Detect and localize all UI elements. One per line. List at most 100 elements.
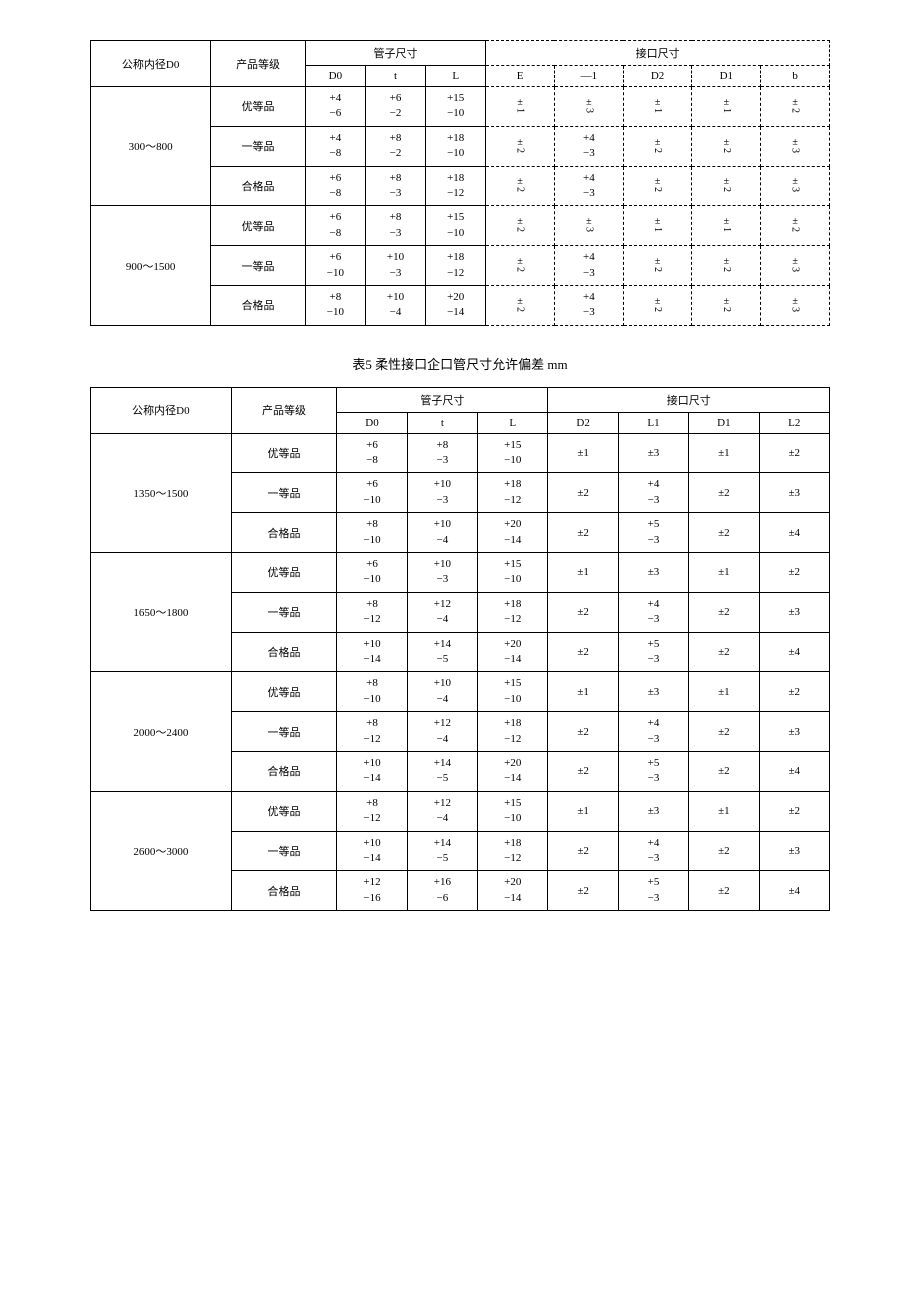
hdr-dn: 公称内径D0 — [91, 41, 211, 87]
cell-d2: ±2 — [548, 513, 618, 553]
table2-body: 1350～1500优等品+6−8+8−3+15−10±1±3±1±2一等品+6−… — [91, 433, 830, 910]
cell-l1: ±3 — [618, 553, 688, 593]
sub-m1: —1 — [554, 66, 623, 87]
cell-c5: ±2 — [761, 206, 830, 246]
cell-L: +15−10 — [478, 553, 548, 593]
cell-l1: ±3 — [618, 791, 688, 831]
cell-dn: 900～1500 — [91, 206, 211, 325]
cell-c2: +4−3 — [554, 126, 623, 166]
cell-c3: ±1 — [623, 87, 692, 127]
cell-t: +10−3 — [407, 553, 477, 593]
cell-grade: 优等品 — [211, 87, 306, 127]
sub-e: E — [486, 66, 555, 87]
hdr2-joint: 接口尺寸 — [548, 387, 830, 412]
cell-d2: ±2 — [548, 592, 618, 632]
hdr2-dn: 公称内径D0 — [91, 387, 232, 433]
cell-d0: +6−10 — [337, 553, 407, 593]
cell-d2: ±2 — [548, 751, 618, 791]
cell-d2: ±1 — [548, 791, 618, 831]
cell-grade: 优等品 — [231, 672, 337, 712]
cell-t: +8−2 — [365, 126, 425, 166]
cell-l1: ±3 — [618, 433, 688, 473]
cell-l2: ±3 — [759, 592, 829, 632]
cell-L: +20−14 — [426, 285, 486, 325]
cell-d2: ±2 — [548, 831, 618, 871]
cell-t: +8−3 — [407, 433, 477, 473]
table-row: 1350～1500优等品+6−8+8−3+15−10±1±3±1±2 — [91, 433, 830, 473]
cell-d1: ±2 — [689, 751, 759, 791]
cell-d1: ±1 — [689, 791, 759, 831]
cell-d2: ±2 — [548, 473, 618, 513]
cell-grade: 合格品 — [231, 751, 337, 791]
cell-l1: +5−3 — [618, 632, 688, 672]
cell-t: +10−4 — [407, 513, 477, 553]
cell-c4: ±1 — [692, 87, 761, 127]
cell-c1: ±2 — [486, 206, 555, 246]
cell-t: +14−5 — [407, 632, 477, 672]
cell-c1: ±2 — [486, 126, 555, 166]
cell-d1: ±1 — [689, 672, 759, 712]
cell-t: +12−4 — [407, 592, 477, 632]
cell-t: +6−2 — [365, 87, 425, 127]
cell-t: +8−3 — [365, 206, 425, 246]
cell-c5: ±2 — [761, 87, 830, 127]
cell-L: +15−10 — [478, 672, 548, 712]
cell-c1: ±2 — [486, 166, 555, 206]
cell-l2: ±4 — [759, 751, 829, 791]
cell-c3: ±2 — [623, 285, 692, 325]
hdr2-pipe: 管子尺寸 — [337, 387, 548, 412]
cell-d2: ±2 — [548, 632, 618, 672]
cell-l1: +4−3 — [618, 473, 688, 513]
cell-c5: ±3 — [761, 285, 830, 325]
cell-c2: +4−3 — [554, 285, 623, 325]
cell-grade: 优等品 — [231, 553, 337, 593]
cell-L: +18−12 — [478, 592, 548, 632]
cell-d0: +8−10 — [337, 513, 407, 553]
cell-grade: 一等品 — [231, 473, 337, 513]
cell-l2: ±2 — [759, 672, 829, 712]
cell-c1: ±2 — [486, 246, 555, 286]
cell-l1: +4−3 — [618, 592, 688, 632]
table1-head: 公称内径D0 产品等级 管子尺寸 接口尺寸 D0 t L E —1 D2 D1 … — [91, 41, 830, 87]
cell-l2: ±4 — [759, 513, 829, 553]
cell-l2: ±3 — [759, 712, 829, 752]
cell-L: +18−12 — [426, 166, 486, 206]
cell-L: +20−14 — [478, 513, 548, 553]
cell-L: +20−14 — [478, 871, 548, 911]
cell-c5: ±3 — [761, 126, 830, 166]
cell-c4: ±2 — [692, 285, 761, 325]
cell-d1: ±2 — [689, 831, 759, 871]
cell-L: +15−10 — [426, 206, 486, 246]
cell-c5: ±3 — [761, 166, 830, 206]
cell-l2: ±4 — [759, 871, 829, 911]
cell-t: +14−5 — [407, 751, 477, 791]
cell-t: +10−3 — [407, 473, 477, 513]
cell-l2: ±3 — [759, 473, 829, 513]
sub-t: t — [365, 66, 425, 87]
sub2-d1: D1 — [689, 412, 759, 433]
cell-grade: 一等品 — [211, 246, 306, 286]
cell-l1: +5−3 — [618, 871, 688, 911]
cell-L: +15−10 — [478, 791, 548, 831]
cell-grade: 一等品 — [231, 592, 337, 632]
cell-d0: +6−10 — [305, 246, 365, 286]
tolerance-table-2: 公称内径D0 产品等级 管子尺寸 接口尺寸 D0 t L D2 L1 D1 L2… — [90, 387, 830, 911]
cell-c4: ±2 — [692, 166, 761, 206]
sub2-l1: L1 — [618, 412, 688, 433]
cell-d0: +8−10 — [305, 285, 365, 325]
cell-l1: ±3 — [618, 672, 688, 712]
cell-dn: 2000～2400 — [91, 672, 232, 791]
hdr2-grade: 产品等级 — [231, 387, 337, 433]
cell-d0: +6−8 — [305, 166, 365, 206]
cell-t: +10−3 — [365, 246, 425, 286]
cell-l2: ±3 — [759, 831, 829, 871]
cell-d0: +6−10 — [337, 473, 407, 513]
sub-d1: D1 — [692, 66, 761, 87]
table-row: 900～1500优等品+6−8+8−3+15−10±2±3±1±1±2 — [91, 206, 830, 246]
cell-d1: ±2 — [689, 871, 759, 911]
cell-l2: ±4 — [759, 632, 829, 672]
cell-d1: ±2 — [689, 473, 759, 513]
cell-grade: 合格品 — [231, 513, 337, 553]
cell-t: +10−4 — [365, 285, 425, 325]
cell-d0: +4−6 — [305, 87, 365, 127]
